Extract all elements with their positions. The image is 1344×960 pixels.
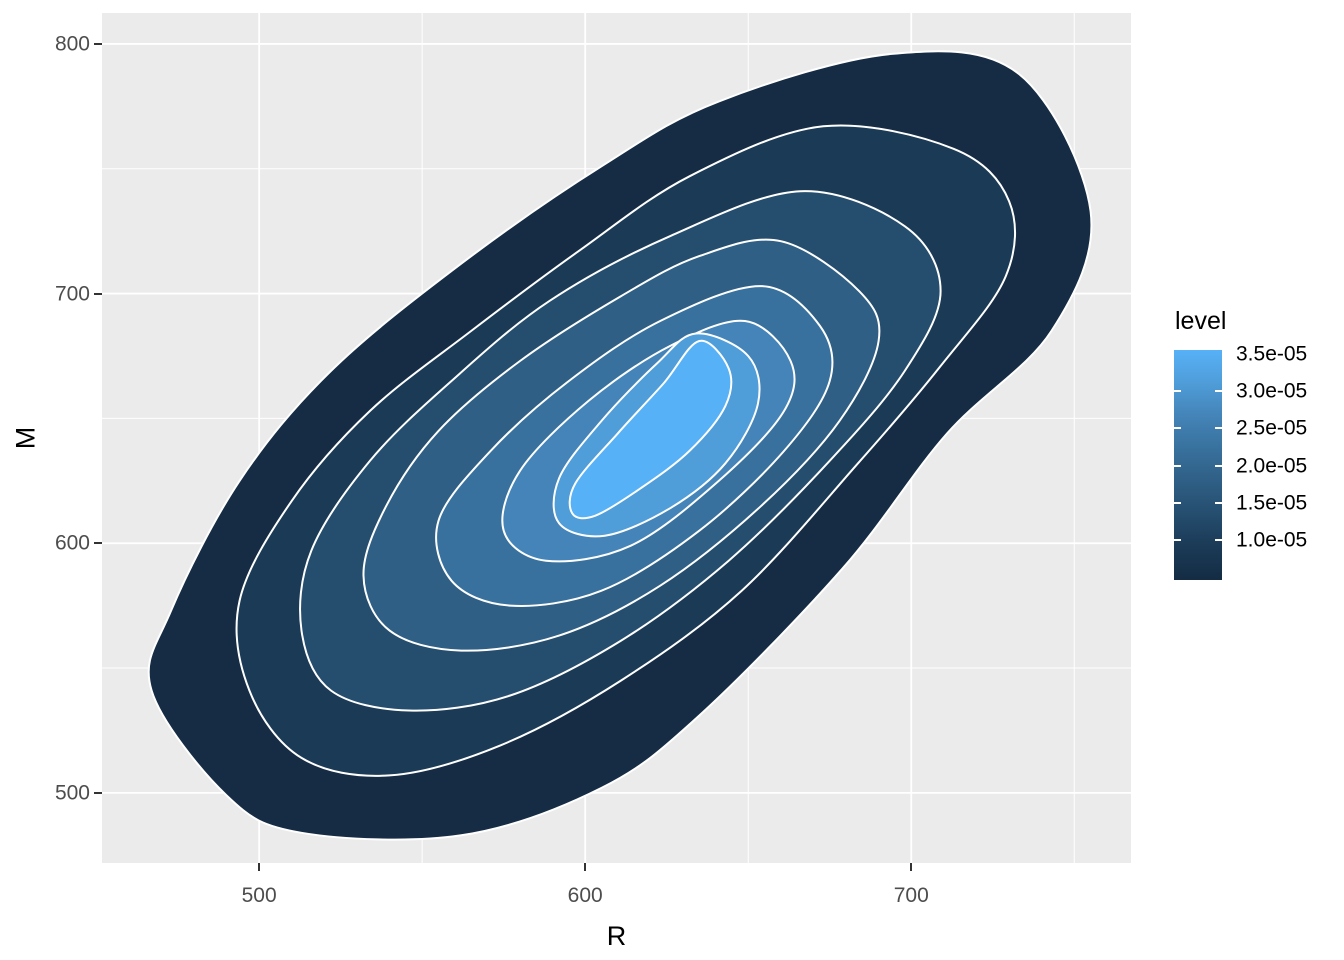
- y-tick-label: 500: [54, 781, 90, 805]
- legend-tick-mark: [1215, 539, 1222, 542]
- x-tick-mark: [258, 863, 261, 871]
- legend-tick-label: 1.0e-05: [1236, 528, 1308, 552]
- legend-tick-mark: [1174, 390, 1181, 393]
- y-tick-mark: [94, 791, 102, 794]
- legend-tick-label: 2.0e-05: [1236, 454, 1308, 478]
- y-tick-label: 600: [54, 531, 90, 555]
- x-tick-label: 500: [241, 884, 277, 907]
- x-tick-mark: [584, 863, 587, 871]
- y-tick-mark: [94, 42, 102, 45]
- legend-tick-label: 2.5e-05: [1236, 416, 1308, 440]
- legend-tick-mark: [1174, 502, 1181, 505]
- legend-tick-mark: [1174, 464, 1181, 467]
- legend-tick-mark: [1215, 464, 1222, 467]
- legend-tick-label: 1.5e-05: [1236, 491, 1308, 515]
- y-axis-title: M: [10, 426, 41, 450]
- legend-tick-mark: [1215, 427, 1222, 430]
- x-tick-mark: [910, 863, 913, 871]
- x-axis-title: R: [606, 921, 627, 951]
- x-tick-label: 700: [893, 884, 929, 907]
- x-tick-label: 600: [567, 884, 603, 907]
- y-tick-mark: [94, 542, 102, 545]
- legend-tick-mark: [1174, 427, 1181, 430]
- y-tick-mark: [94, 292, 102, 295]
- legend-tick-mark: [1174, 539, 1181, 542]
- contour-plot-svg: [102, 13, 1131, 863]
- legend-tick-mark: [1215, 502, 1222, 505]
- legend-tick-label: 3.0e-05: [1236, 379, 1308, 403]
- legend-title: level: [1175, 307, 1227, 335]
- legend: level 3.5e-05 3.0e-05 2.5e-05 2.0e-05 1.5e-0…: [1174, 307, 1344, 608]
- legend-tick-label: 3.5e-05: [1236, 342, 1308, 366]
- legend-tick-mark: [1215, 390, 1222, 393]
- contour-band: [568, 339, 733, 520]
- plot-panel: [102, 13, 1131, 863]
- y-tick-label: 700: [54, 282, 90, 306]
- legend-colorbar: [1174, 350, 1222, 580]
- y-tick-label: 800: [54, 32, 90, 56]
